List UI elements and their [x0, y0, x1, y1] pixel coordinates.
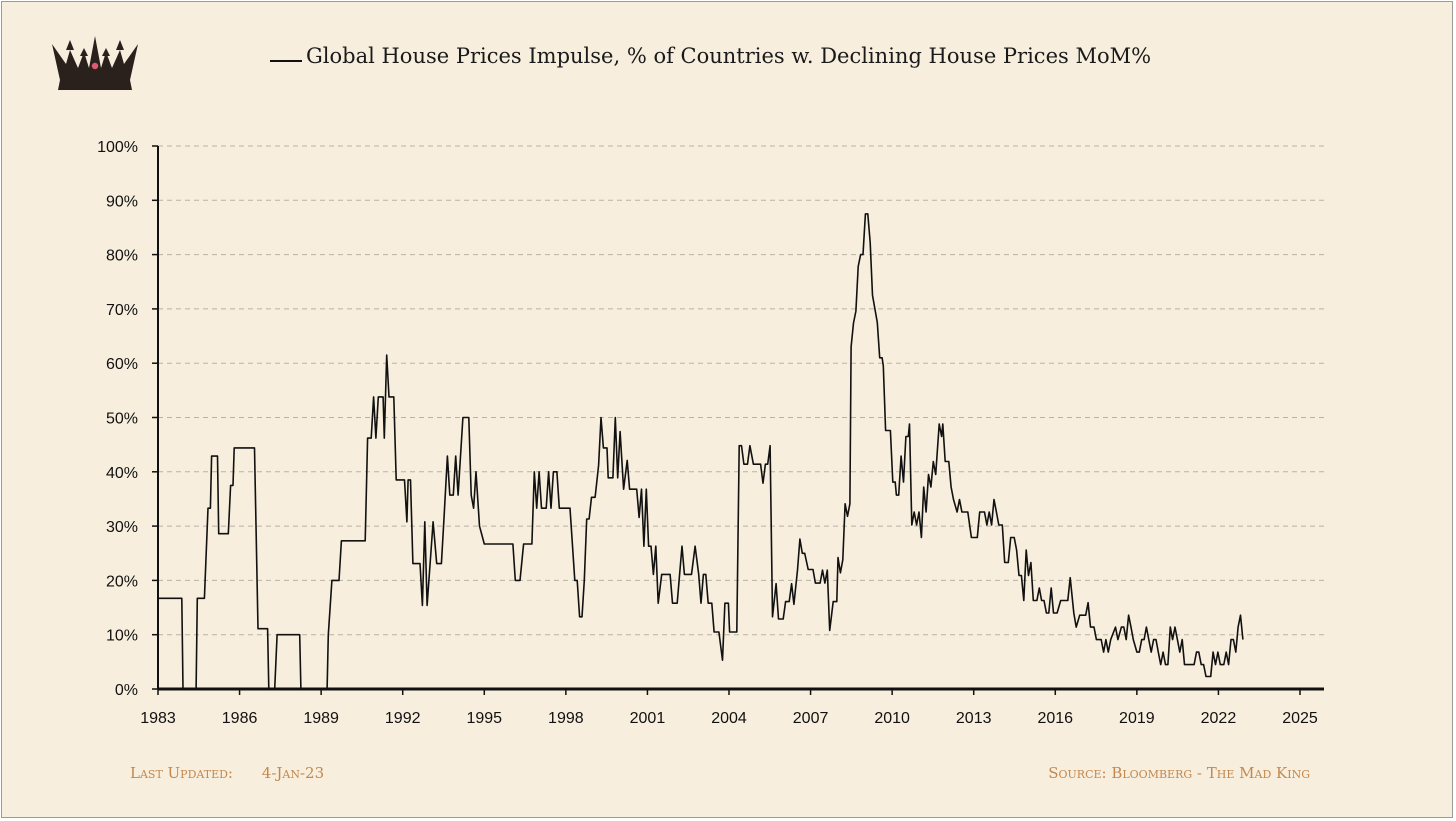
x-tick-label: 2007: [793, 710, 829, 727]
y-tick-label: 40%: [106, 465, 138, 482]
legend-swatch: [270, 60, 302, 62]
last-updated: Last Updated: 4-Jan-23: [130, 764, 324, 782]
x-tick-label: 2001: [630, 710, 666, 727]
x-tick-label: 1986: [222, 710, 258, 727]
series-line: [158, 213, 1244, 690]
y-tick-label: 80%: [106, 248, 138, 265]
x-tick-label: 1995: [466, 710, 502, 727]
y-tick-label: 50%: [106, 411, 138, 428]
y-tick-label: 90%: [106, 193, 138, 210]
x-tick-label: 2019: [1119, 710, 1155, 727]
x-tick-label: 1983: [140, 710, 176, 727]
y-tick-label: 60%: [106, 356, 138, 373]
y-tick-label: 30%: [106, 519, 138, 536]
y-tick-label: 100%: [97, 139, 138, 156]
source-note: Source: Bloomberg - The Mad King: [1048, 764, 1310, 782]
last-updated-value: 4-Jan-23: [261, 764, 325, 782]
y-tick-label: 10%: [106, 628, 138, 645]
y-tick-label: 0%: [115, 682, 138, 699]
x-tick-label: 1992: [385, 710, 421, 727]
last-updated-label: Last Updated:: [130, 764, 233, 782]
x-tick-label: 1989: [303, 710, 339, 727]
x-tick-label: 2010: [874, 710, 910, 727]
x-tick-label: 1998: [548, 710, 584, 727]
y-tick-label: 20%: [106, 573, 138, 590]
x-tick-label: 2025: [1282, 710, 1318, 727]
chart-title: Global House Prices Impulse, % of Countr…: [270, 44, 1151, 68]
x-tick-label: 2004: [711, 710, 747, 727]
x-tick-label: 2013: [956, 710, 992, 727]
x-tick-label: 2022: [1201, 710, 1237, 727]
crown-icon: [52, 36, 138, 90]
chart-title-text: Global House Prices Impulse, % of Countr…: [306, 44, 1152, 68]
x-tick-label: 2016: [1037, 710, 1073, 727]
y-tick-label: 70%: [106, 302, 138, 319]
